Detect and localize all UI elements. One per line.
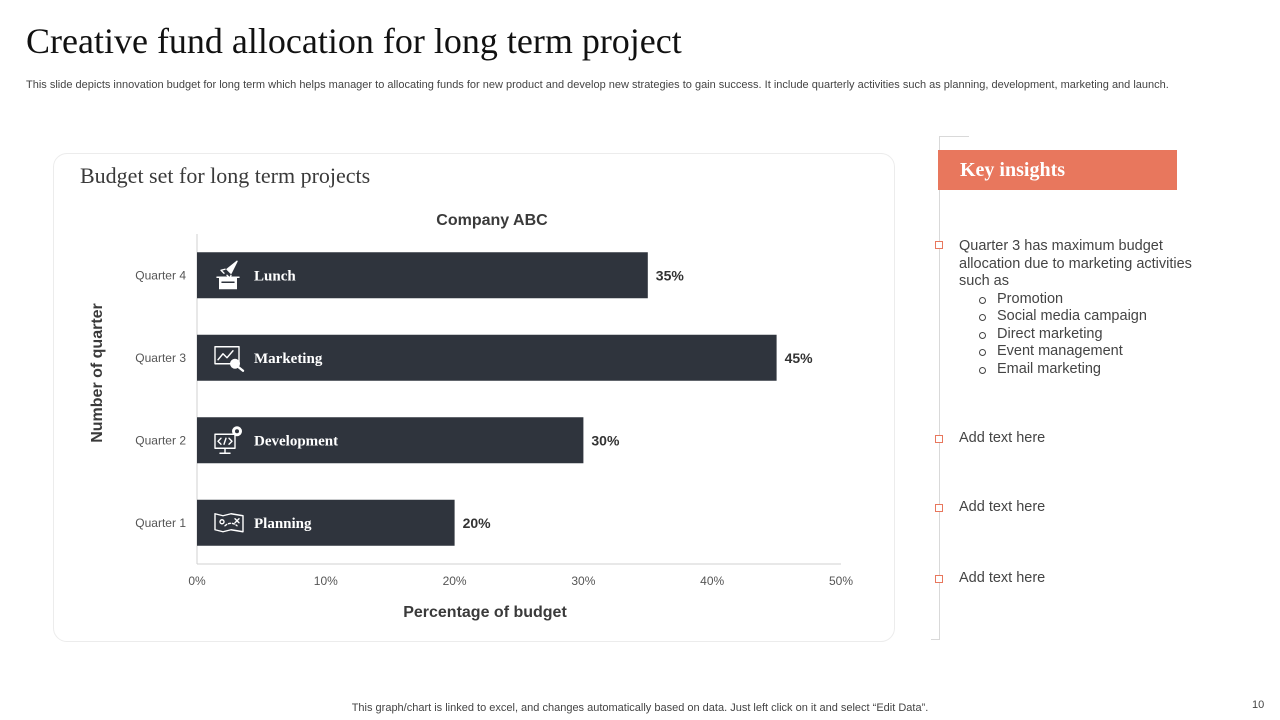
insight-item-2[interactable]: Add text here <box>959 430 1046 446</box>
x-tick-label: 10% <box>314 574 338 588</box>
planning-map-icon <box>214 513 244 533</box>
insights-rail-bottom <box>931 639 940 640</box>
data-label: 30% <box>591 432 620 448</box>
insight-item-3[interactable]: Add text here <box>959 499 1046 515</box>
insights-rail <box>939 136 940 640</box>
insight-bullet <box>935 575 943 583</box>
footer-note: This graph/chart is linked to excel, and… <box>351 702 929 714</box>
bar-marketing <box>197 334 777 381</box>
x-tick-label: 30% <box>571 574 595 588</box>
chart-title: Company ABC <box>436 212 548 229</box>
code-gear-icon <box>214 426 242 454</box>
slide-subtitle: This slide depicts innovation budget for… <box>26 79 1169 91</box>
y-tick-label: Quarter 1 <box>135 516 186 530</box>
sub-item-event-management: Event management <box>979 343 1209 361</box>
x-tick-label: 0% <box>188 574 206 588</box>
insight-item-1[interactable]: Quarter 3 has maximum budget allocation … <box>959 238 1209 378</box>
bar-label: Lunch <box>254 268 296 284</box>
data-label: 35% <box>656 267 685 283</box>
rocket-launch-icon <box>216 260 240 290</box>
insight-item-4[interactable]: Add text here <box>959 570 1046 586</box>
insights-header: Key insights <box>938 150 1177 190</box>
y-tick-label: Quarter 2 <box>135 433 186 447</box>
insight-item-1-text: Quarter 3 has maximum budget allocation … <box>959 238 1192 289</box>
data-label: 20% <box>463 515 492 531</box>
bar-label: Marketing <box>254 351 323 367</box>
y-axis-label: Number of quarter <box>89 303 106 443</box>
x-tick-label: 40% <box>700 574 724 588</box>
sub-item-direct-marketing: Direct marketing <box>979 326 1209 344</box>
insights-rail-top <box>939 136 969 137</box>
x-axis-label: Percentage of budget <box>403 604 567 621</box>
sub-item-email-marketing: Email marketing <box>979 361 1209 379</box>
y-tick-label: Quarter 4 <box>135 268 186 282</box>
x-tick-label: 50% <box>829 574 853 588</box>
bar-development <box>197 417 584 464</box>
y-tick-label: Quarter 3 <box>135 351 186 365</box>
insight-bullet <box>935 241 943 249</box>
insight-sub-list: Promotion Social media campaign Direct m… <box>959 291 1209 379</box>
slide-title: Creative fund allocation for long term p… <box>26 21 682 61</box>
insight-bullet <box>935 435 943 443</box>
sub-item-promotion: Promotion <box>979 291 1209 309</box>
bar-label: Planning <box>254 516 312 532</box>
bar-lunch <box>197 252 648 299</box>
bar-chart[interactable]: Company ABC Percentage of budget Number of… <box>0 0 900 660</box>
chart-card <box>53 153 895 642</box>
bar-label: Development <box>254 433 338 449</box>
marketing-chart-icon <box>214 346 245 372</box>
bar-planning <box>197 499 455 546</box>
x-tick-label: 20% <box>443 574 467 588</box>
page-number: 10 <box>1252 699 1265 711</box>
chart-heading[interactable]: Budget set for long term projects <box>80 163 371 188</box>
insight-bullet <box>935 504 943 512</box>
data-label: 45% <box>785 350 814 366</box>
sub-item-social-media: Social media campaign <box>979 308 1209 326</box>
